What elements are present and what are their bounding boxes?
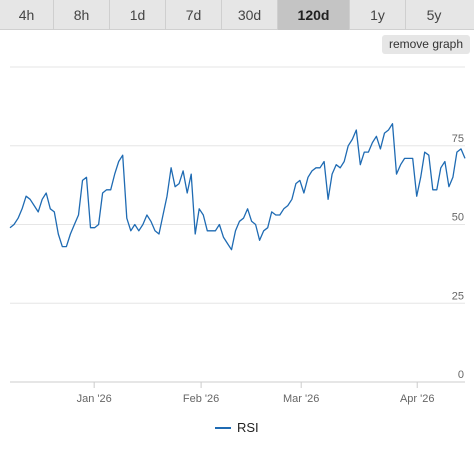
legend-item-rsi[interactable]: RSI bbox=[215, 420, 259, 435]
x-tick-label-3: Apr '26 bbox=[400, 393, 435, 405]
x-tick-label-0: Jan '26 bbox=[77, 393, 112, 405]
x-tick-label-1: Feb '26 bbox=[183, 393, 219, 405]
tab-4h[interactable]: 4h bbox=[0, 0, 54, 30]
series-line-rsi bbox=[9, 123, 466, 251]
tab-5y[interactable]: 5y bbox=[426, 7, 442, 23]
remove-graph-button[interactable]: remove graph bbox=[382, 35, 470, 54]
tab-1d[interactable]: 1d bbox=[110, 0, 166, 30]
y-tick-label-25: 25 bbox=[452, 290, 464, 302]
tab-120d[interactable]: 120d bbox=[278, 0, 350, 30]
y-tick-label-0: 0 bbox=[458, 369, 464, 381]
legend-label: RSI bbox=[237, 420, 259, 435]
tab-1y[interactable]: 1y bbox=[350, 0, 406, 30]
y-tick-label-75: 75 bbox=[452, 133, 464, 145]
timeframe-tabs: 4h 8h 1d 7d 30d 120d 1y 5y bbox=[0, 0, 474, 30]
x-tick-label-2: Mar '26 bbox=[283, 393, 319, 405]
tab-7d[interactable]: 7d bbox=[166, 0, 222, 30]
tab-8h[interactable]: 8h bbox=[54, 0, 110, 30]
legend-swatch bbox=[215, 426, 231, 429]
tab-30d[interactable]: 30d bbox=[222, 0, 278, 30]
y-tick-label-50: 50 bbox=[452, 212, 464, 224]
